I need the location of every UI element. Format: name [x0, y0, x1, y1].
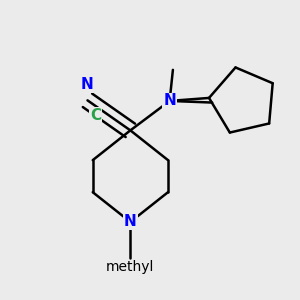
Text: N: N — [124, 214, 137, 230]
Text: N: N — [163, 93, 176, 108]
Text: methyl: methyl — [106, 260, 154, 274]
Text: C: C — [90, 107, 101, 122]
Text: N: N — [81, 77, 94, 92]
